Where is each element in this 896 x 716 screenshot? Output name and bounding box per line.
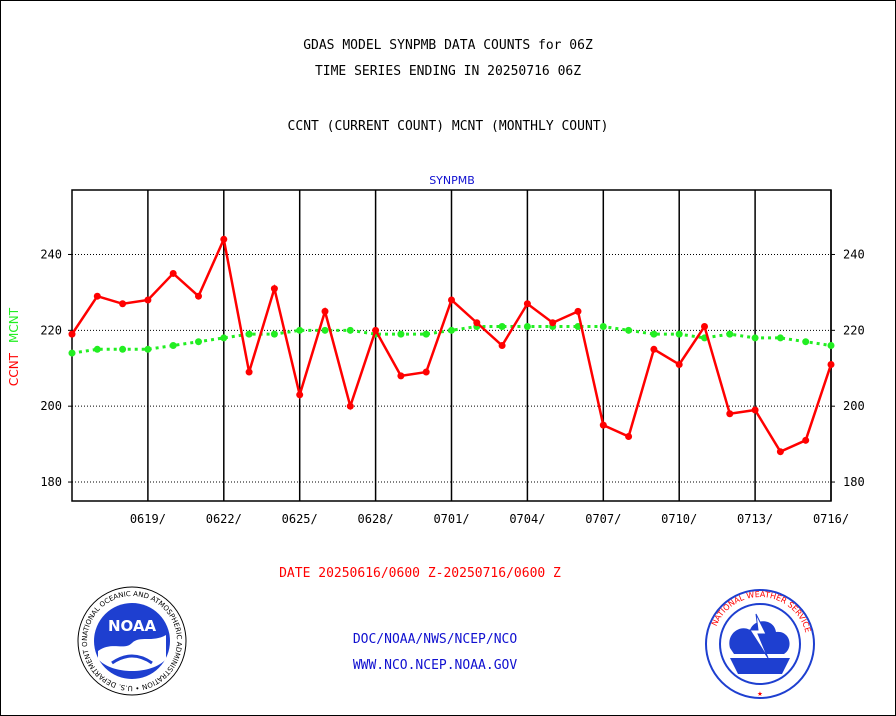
x-tick-label: 0619/ (130, 512, 166, 526)
point-mcnt (422, 330, 430, 338)
point-mcnt (776, 334, 784, 342)
point-ccnt (321, 307, 329, 315)
x-tick-label: 0707/ (585, 512, 621, 526)
point-mcnt (625, 326, 633, 334)
chart-header-line3: CCNT (CURRENT COUNT) MCNT (MONTHLY COUNT… (287, 119, 609, 134)
point-ccnt (296, 391, 304, 399)
date-range: DATE 20250616/0600 Z-20250716/0600 Z (279, 566, 561, 581)
nws-star-icon: ★ (757, 689, 763, 699)
point-ccnt (144, 296, 152, 304)
point-ccnt (397, 372, 405, 380)
point-mcnt (195, 338, 202, 346)
y-tick-label-right: 200 (843, 399, 865, 413)
point-mcnt (346, 326, 354, 334)
point-ccnt (776, 448, 784, 456)
point-mcnt (498, 323, 506, 331)
point-ccnt (599, 421, 607, 429)
point-ccnt (422, 368, 430, 376)
x-tick-label: 0625/ (282, 512, 318, 526)
point-ccnt (751, 406, 759, 414)
noaa-logo-text: NOAA (108, 617, 157, 635)
point-mcnt (675, 330, 683, 338)
point-mcnt (751, 334, 759, 342)
point-mcnt (169, 342, 177, 349)
point-mcnt (245, 330, 253, 338)
point-mcnt (448, 326, 455, 334)
point-ccnt (549, 319, 557, 327)
point-mcnt (270, 330, 278, 338)
point-ccnt (650, 345, 658, 353)
point-ccnt (346, 402, 354, 410)
point-ccnt (827, 360, 835, 368)
point-mcnt (397, 330, 405, 338)
point-ccnt (523, 300, 531, 308)
point-mcnt (726, 330, 734, 338)
point-ccnt (68, 330, 76, 338)
series-layer (68, 235, 835, 456)
grid (72, 190, 832, 501)
y-tick-label: 240 (40, 247, 62, 261)
axes: 180 180 200 200 220 220 240 240 0619/0622/0625/0… (40, 189, 865, 526)
point-mcnt (827, 342, 835, 349)
point-ccnt (473, 319, 481, 327)
point-ccnt (169, 269, 177, 277)
point-mcnt (802, 338, 810, 346)
point-ccnt (675, 360, 683, 368)
point-mcnt (144, 345, 152, 353)
y-tick-label-right: 240 (843, 247, 865, 261)
point-ccnt (701, 323, 708, 331)
point-ccnt (195, 292, 202, 300)
point-ccnt (574, 307, 582, 315)
y-tick-label-right: 180 (843, 475, 865, 489)
chart-header-line1: GDAS MODEL SYNPMB DATA COUNTS for 06Z (303, 38, 593, 53)
y-axis-label-ccnt: CCNT (7, 352, 21, 386)
point-ccnt (220, 235, 228, 243)
x-tick-label: 0713/ (737, 512, 773, 526)
x-tick-label: 0716/ (813, 512, 849, 526)
y-axis-label: CCNT MCNT (7, 307, 21, 386)
x-tick-label: 0704/ (509, 512, 545, 526)
noaa-logo: NATIONAL OCEANIC AND ATMOSPHERIC ADMINIS… (77, 586, 187, 696)
point-ccnt (726, 410, 734, 418)
y-tick-label: 200 (40, 399, 62, 413)
point-mcnt (321, 326, 329, 334)
website-link[interactable]: WWW.NCO.NCEP.NOAA.GOV (352, 658, 518, 673)
org-path: DOC/NOAA/NWS/NCEP/NCO (352, 632, 518, 647)
x-tick-label: 0701/ (433, 512, 469, 526)
point-mcnt (296, 326, 304, 334)
point-ccnt (498, 342, 506, 349)
x-tick-label: 0628/ (358, 512, 394, 526)
point-mcnt (68, 349, 76, 357)
nws-logo: NATIONAL WEATHER SERVICE ★ (705, 589, 815, 699)
point-ccnt (93, 292, 101, 300)
point-mcnt (220, 334, 228, 342)
x-tick-label: 0622/ (206, 512, 242, 526)
point-mcnt (650, 330, 658, 338)
y-tick-label: 180 (40, 475, 62, 489)
chart-header-line2: TIME SERIES ENDING IN 20250716 06Z (314, 64, 582, 79)
point-ccnt (270, 285, 278, 293)
point-mcnt (93, 345, 101, 353)
y-tick-label-right: 220 (843, 323, 865, 337)
point-mcnt (599, 323, 607, 331)
nws-base-icon (730, 658, 790, 674)
y-axis-label-mcnt: MCNT (7, 307, 21, 343)
point-ccnt (802, 436, 810, 444)
x-tick-label: 0710/ (661, 512, 697, 526)
point-mcnt (119, 345, 127, 353)
point-ccnt (245, 368, 253, 376)
point-mcnt (523, 323, 531, 331)
point-ccnt (372, 326, 380, 334)
y-tick-label: 220 (40, 323, 62, 337)
svg-text:CCNTMCNT: CCNT MCNT (7, 307, 21, 386)
point-ccnt (119, 300, 127, 308)
point-ccnt (625, 433, 633, 441)
chart-title: SYNPMB (429, 174, 475, 187)
point-ccnt (448, 296, 455, 304)
